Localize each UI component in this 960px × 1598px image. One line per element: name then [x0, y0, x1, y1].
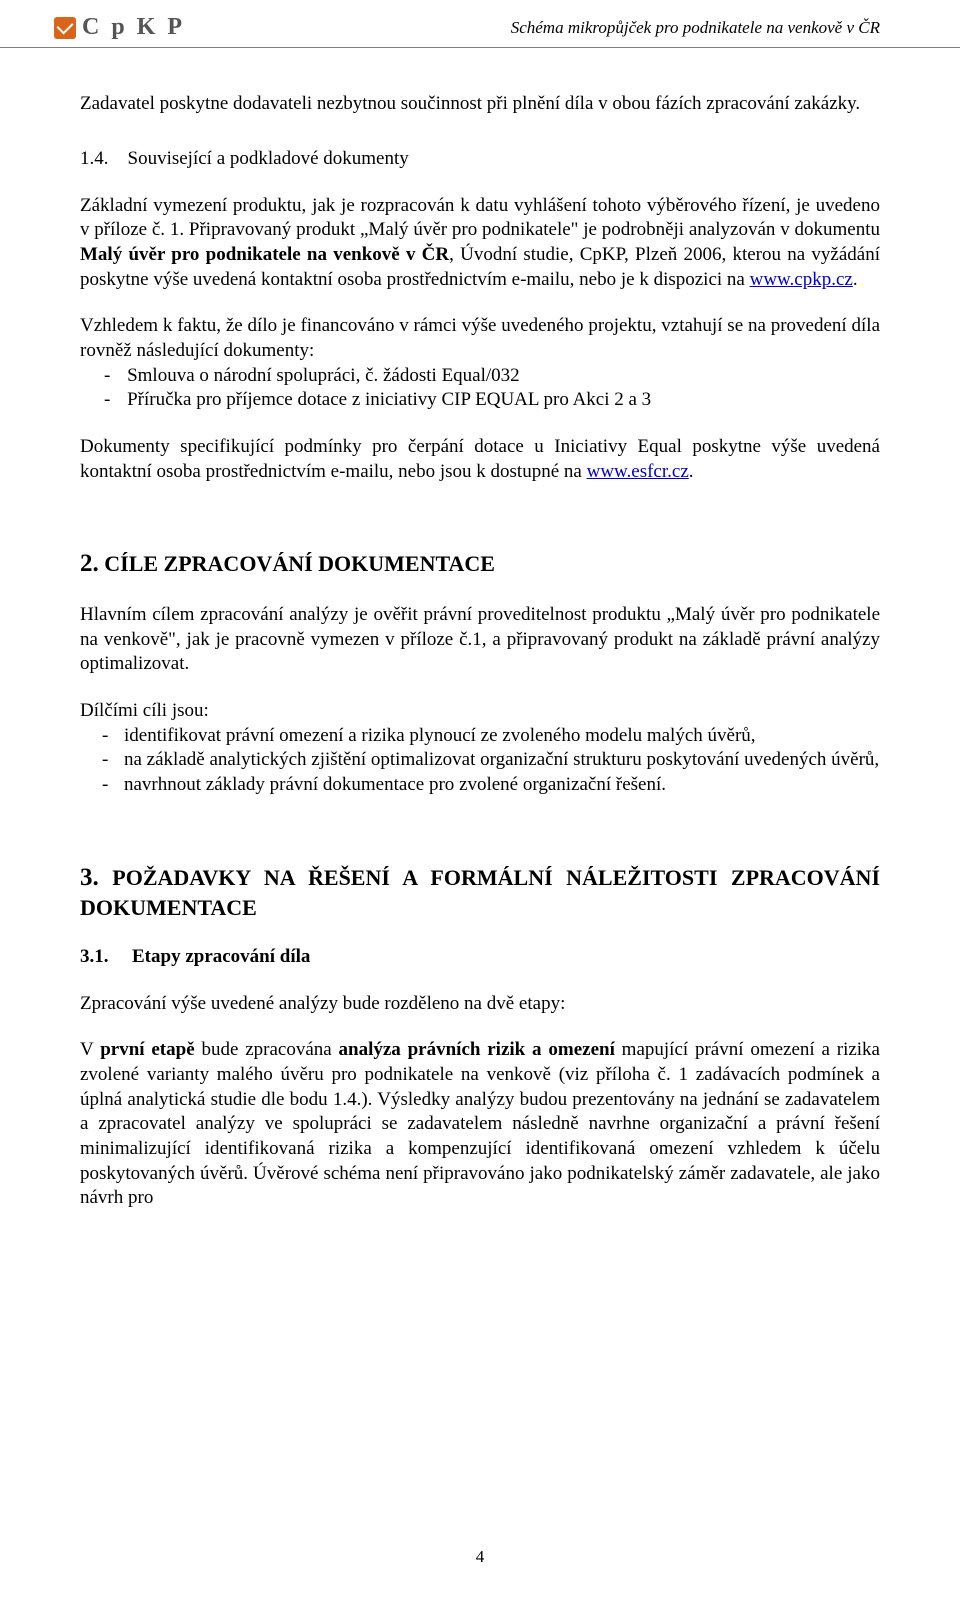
- text-run: Dokumenty specifikující podmínky pro čer…: [80, 436, 880, 482]
- section-title: CÍLE ZPRACOVÁNÍ DOKUMENTACE: [104, 551, 495, 576]
- text-run: Základní vymezení produktu, jak je rozpr…: [80, 195, 880, 241]
- link-esfcr[interactable]: www.esfcr.cz: [587, 461, 689, 482]
- logo-text: C p K P: [82, 12, 185, 43]
- heading-number: 1.4.: [80, 148, 109, 169]
- link-cpkp[interactable]: www.cpkp.cz: [750, 269, 853, 290]
- list-item: identifikovat právní omezení a rizika pl…: [102, 724, 880, 749]
- page-header: C p K P Schéma mikropůjček pro podnikate…: [0, 0, 960, 48]
- list-item: Smlouva o národní spolupráci, č. žádosti…: [126, 364, 880, 389]
- dash-list: identifikovat právní omezení a rizika pl…: [80, 724, 880, 798]
- page-content: Zadavatel poskytne dodavateli nezbytnou …: [0, 92, 960, 1211]
- logo-letter: p: [111, 14, 127, 40]
- logo-letter: K: [137, 14, 159, 40]
- list-item: navrhnout základy právní dokumentace pro…: [102, 773, 880, 798]
- text-run: bude zpracována: [195, 1039, 339, 1060]
- list-item: na základě analytických zjištění optimal…: [102, 748, 880, 773]
- paragraph: Dílčími cíli jsou:: [80, 699, 880, 724]
- text-run: V: [80, 1039, 100, 1060]
- dash-list: Smlouva o národní spolupráci, č. žádosti…: [80, 364, 880, 413]
- section-number: 3.: [80, 864, 99, 891]
- paragraph: Zpracování výše uvedené analýzy bude roz…: [80, 992, 880, 1017]
- text-bold: první etapě: [100, 1039, 194, 1060]
- paragraph: Dokumenty specifikující podmínky pro čer…: [80, 435, 880, 484]
- logo-letter: P: [167, 14, 185, 40]
- heading-label: Etapy zpracování díla: [132, 946, 310, 967]
- paragraph: Základní vymezení produktu, jak je rozpr…: [80, 194, 880, 293]
- heading-number: 3.1.: [80, 945, 132, 970]
- text-bold: Malý úvěr pro podnikatele na venkově v Č…: [80, 244, 449, 265]
- section-number: 2.: [80, 550, 99, 577]
- logo-check-icon: [54, 17, 76, 39]
- section-2-heading: 2. CÍLE ZPRACOVÁNÍ DOKUMENTACE: [80, 548, 880, 581]
- logo-letter: C: [82, 14, 102, 40]
- header-title: Schéma mikropůjček pro podnikatele na ve…: [511, 17, 880, 39]
- page-number: 4: [0, 1546, 960, 1568]
- heading-label: Související a podkladové dokumenty: [128, 148, 409, 169]
- text-run: .: [853, 269, 858, 290]
- heading-1-4: 1.4. Související a podkladové dokumenty: [80, 147, 880, 172]
- paragraph: Vzhledem k faktu, že dílo je financováno…: [80, 314, 880, 363]
- paragraph: V první etapě bude zpracována analýza pr…: [80, 1038, 880, 1211]
- section-3-heading: 3. POŽADAVKY NA ŘEŠENÍ A FORMÁLNÍ NÁLEŽI…: [80, 862, 880, 923]
- heading-3-1: 3.1.Etapy zpracování díla: [80, 945, 880, 970]
- list-item: Příručka pro příjemce dotace z iniciativ…: [126, 388, 880, 413]
- section-title: POŽADAVKY NA ŘEŠENÍ A FORMÁLNÍ NÁLEŽITOS…: [80, 865, 880, 921]
- paragraph: Zadavatel poskytne dodavateli nezbytnou …: [80, 92, 880, 117]
- text-run: mapující právní omezení a rizika zvolené…: [80, 1039, 880, 1208]
- logo: C p K P: [54, 12, 185, 43]
- text-run: .: [689, 461, 694, 482]
- paragraph: Hlavním cílem zpracování analýzy je ověř…: [80, 603, 880, 677]
- text-bold: analýza právních rizik a omezení: [339, 1039, 615, 1060]
